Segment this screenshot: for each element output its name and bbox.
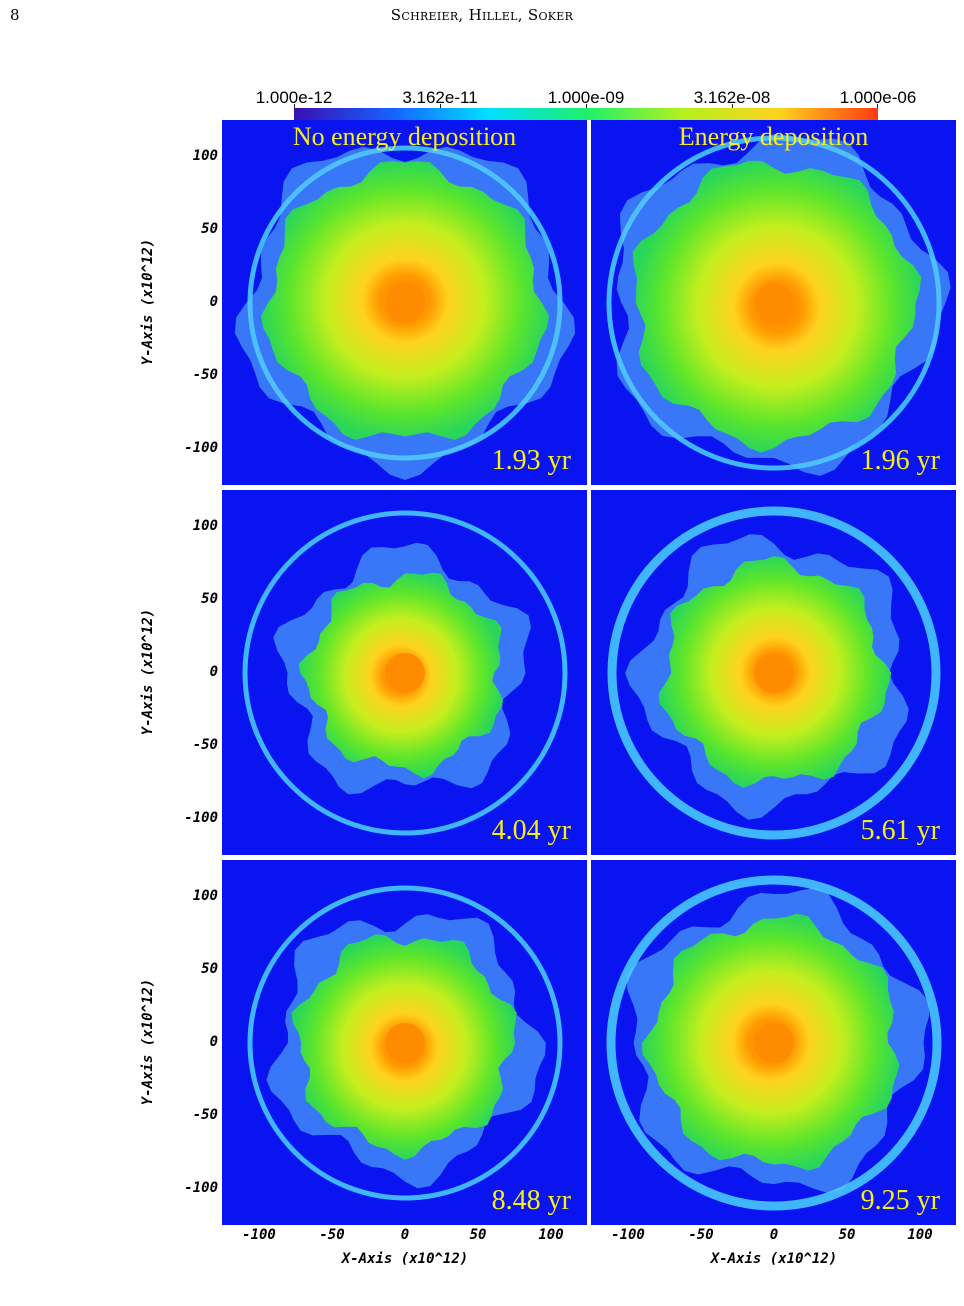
time-label: 1.96 yr <box>860 445 940 476</box>
simulation-panel: 9.25 yr <box>591 860 956 1225</box>
y-tick-label: 0 <box>209 1034 218 1050</box>
time-label: 8.48 yr <box>491 1185 571 1216</box>
column-title: Energy deposition <box>678 122 869 151</box>
y-tick-label: 0 <box>209 664 218 680</box>
x-tick-label: 50 <box>838 1227 856 1243</box>
dense-core <box>754 283 794 323</box>
dense-core <box>385 653 425 693</box>
y-tick-label: 50 <box>201 221 218 237</box>
colorbar <box>294 108 878 120</box>
y-tick-label: 0 <box>209 294 218 310</box>
x-tick-label: -50 <box>688 1227 714 1243</box>
x-axis-title: X-Axis (x10^12) <box>341 1251 469 1267</box>
y-tick-label: 50 <box>201 961 218 977</box>
y-tick-label: -50 <box>192 737 218 753</box>
dense-core <box>385 1023 425 1063</box>
page-number: 8 <box>10 6 20 24</box>
column-title: No energy deposition <box>292 122 517 151</box>
x-tick-label: -100 <box>611 1227 645 1243</box>
colorbar-labels: 1.000e-12 3.162e-11 1.000e-09 3.162e-08 … <box>0 88 964 108</box>
dense-core <box>754 1023 794 1063</box>
time-label: 4.04 yr <box>491 815 571 846</box>
shock-shell-ring <box>242 510 568 836</box>
y-tick-label: -50 <box>192 1107 218 1123</box>
time-label: 9.25 yr <box>860 1185 940 1216</box>
colorbar-label: 3.162e-11 <box>402 88 478 107</box>
shock-shell-ring <box>606 875 942 1211</box>
simulation-panel: 5.61 yr <box>591 490 956 855</box>
x-tick-label: 0 <box>400 1227 410 1243</box>
simulation-panel: No energy deposition 1.93 yr <box>222 120 587 485</box>
x-tick-label: 100 <box>907 1227 933 1243</box>
y-tick-label: -100 <box>184 1180 218 1196</box>
colorbar-label: 3.162e-08 <box>693 88 771 107</box>
colorbar-label: 1.000e-09 <box>547 88 625 107</box>
y-tick-label: 50 <box>201 591 218 607</box>
x-tick-label: 50 <box>469 1227 487 1243</box>
x-tick-label: -100 <box>242 1227 276 1243</box>
simulation-panel: 8.48 yr <box>222 860 587 1225</box>
colorbar-label: 1.000e-06 <box>839 88 917 107</box>
y-axis-title: Y-Axis (x10^12) <box>140 608 156 736</box>
x-axis-title: X-Axis (x10^12) <box>710 1251 838 1267</box>
y-tick-label: 100 <box>192 148 218 164</box>
x-tick-label: 0 <box>769 1227 779 1243</box>
y-axis-title: Y-Axis (x10^12) <box>140 238 156 366</box>
y-tick-label: 100 <box>192 518 218 534</box>
time-label: 5.61 yr <box>860 815 940 846</box>
dense-core <box>754 653 794 693</box>
time-label: 1.93 yr <box>491 445 571 476</box>
simulation-panel: 4.04 yr <box>222 490 587 855</box>
y-tick-label: -100 <box>184 810 218 826</box>
shock-shell-ring <box>607 506 941 840</box>
dense-core <box>385 283 425 323</box>
y-tick-label: -50 <box>192 367 218 383</box>
simulation-panel: Energy deposition 1.96 yr <box>591 120 956 485</box>
y-axis-title: Y-Axis (x10^12) <box>140 978 156 1106</box>
y-tick-label: 100 <box>192 888 218 904</box>
x-tick-label: 100 <box>538 1227 564 1243</box>
running-head: Schreier, Hillel, Soker <box>390 6 574 24</box>
y-tick-label: -100 <box>184 440 218 456</box>
x-tick-label: -50 <box>319 1227 345 1243</box>
shock-shell-ring <box>247 885 563 1201</box>
colorbar-label: 1.000e-12 <box>255 88 333 107</box>
